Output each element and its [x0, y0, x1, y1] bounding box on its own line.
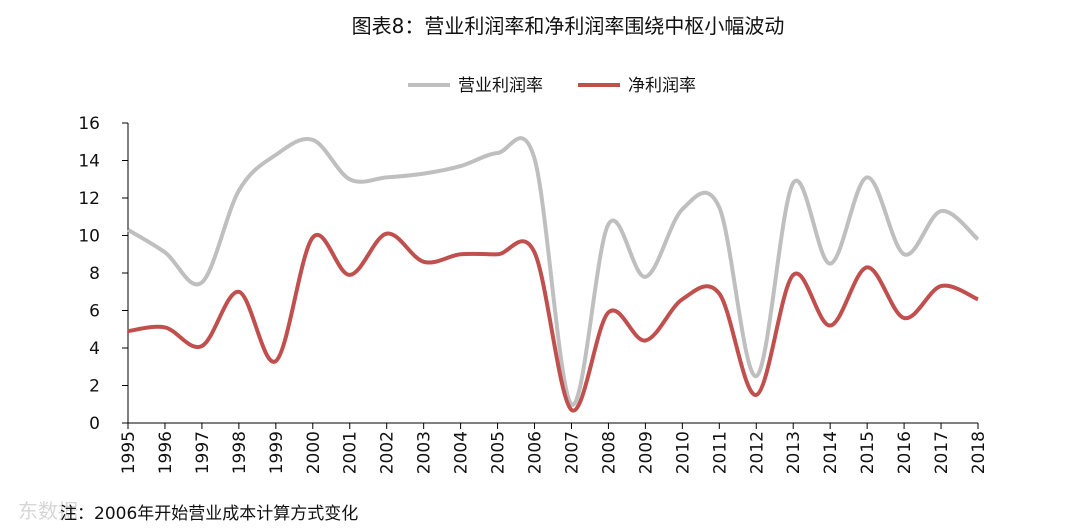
chart-note: 注：2006年开始营业成本计算方式变化: [60, 504, 358, 524]
x-tick-label: 2015: [858, 431, 878, 474]
y-tick-label: 16: [78, 114, 100, 134]
legend-label-net-margin: 净利润率: [628, 76, 696, 96]
legend: 营业利润率 净利润率: [408, 76, 696, 96]
y-tick-label: 2: [89, 377, 100, 397]
x-tick-label: 2005: [489, 431, 509, 474]
x-tick-label: 2004: [452, 431, 472, 474]
series-line-0: [126, 136, 980, 407]
x-tick-label: 2001: [341, 431, 361, 474]
x-tick-label: 2006: [526, 431, 546, 474]
x-tick-label: 2017: [932, 431, 952, 474]
chart-title: 图表8：营业利润率和净利润率围绕中枢小幅波动: [352, 14, 785, 38]
x-tick-label: 2018: [969, 431, 989, 474]
x-axis: 1995 1996 1997 1998 1999 2000 2001 2002 2003 2004…: [119, 422, 989, 474]
x-tick-label: 2016: [895, 431, 915, 474]
x-tick-label: 2008: [599, 431, 619, 474]
y-tick-label: 8: [89, 264, 100, 284]
x-tick-label: 2010: [673, 431, 693, 474]
x-tick-label: 1995: [119, 431, 139, 474]
y-tick-label: 0: [89, 414, 100, 434]
x-tick-label: 2009: [636, 431, 656, 474]
y-tick-label: 6: [89, 302, 100, 322]
x-tick-label: 2007: [562, 431, 582, 474]
x-tick-label: 1999: [267, 431, 287, 474]
x-tick-label: 2014: [821, 431, 841, 474]
watermark: 东数据: [18, 499, 78, 523]
x-tick-label: 2011: [710, 431, 730, 474]
series-layer: [126, 136, 980, 413]
series-line-1: [127, 231, 979, 413]
x-tick-label: 1998: [230, 431, 250, 474]
x-tick-label: 2000: [304, 431, 324, 474]
x-tick-label: 2003: [415, 431, 435, 474]
x-tick-label: 2002: [378, 431, 398, 474]
y-tick-label: 12: [78, 189, 100, 209]
y-tick-label: 14: [78, 152, 100, 172]
legend-label-operating-margin: 营业利润率: [458, 76, 543, 96]
y-tick-label: 10: [78, 227, 100, 247]
y-tick-label: 4: [89, 339, 100, 359]
y-axis: 0 2 4 6 8 10 12 14 16: [78, 114, 129, 434]
x-tick-label: 2012: [747, 431, 767, 474]
x-tick-label: 1996: [156, 431, 176, 474]
x-tick-label: 2013: [784, 431, 804, 474]
x-tick-label: 1997: [193, 431, 213, 474]
